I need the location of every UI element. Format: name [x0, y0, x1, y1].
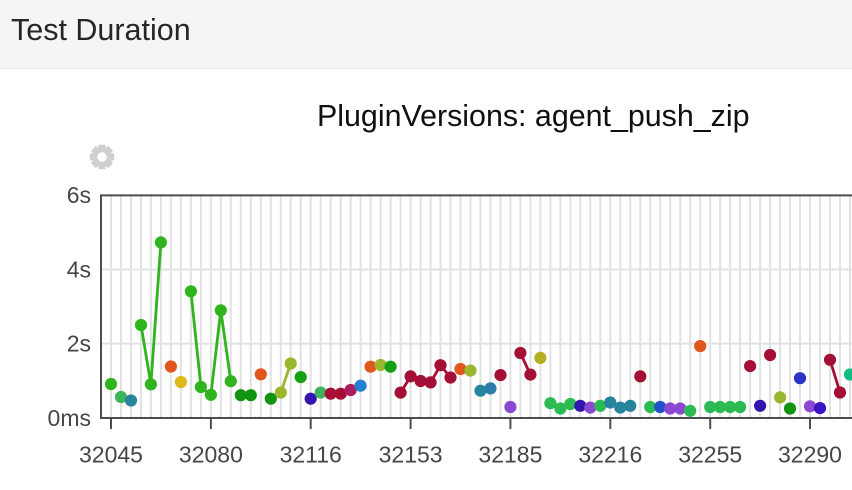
svg-text:2s: 2s [67, 330, 91, 356]
svg-text:32080: 32080 [179, 442, 243, 468]
svg-text:32185: 32185 [478, 442, 542, 468]
svg-text:0ms: 0ms [48, 405, 91, 431]
svg-text:6s: 6s [67, 182, 91, 208]
svg-text:32216: 32216 [578, 442, 642, 468]
svg-text:32153: 32153 [379, 442, 443, 468]
svg-text:4s: 4s [67, 256, 91, 282]
svg-text:32290: 32290 [778, 442, 842, 468]
svg-text:32255: 32255 [678, 442, 742, 468]
svg-text:32045: 32045 [79, 442, 143, 468]
svg-text:32116: 32116 [280, 442, 342, 468]
